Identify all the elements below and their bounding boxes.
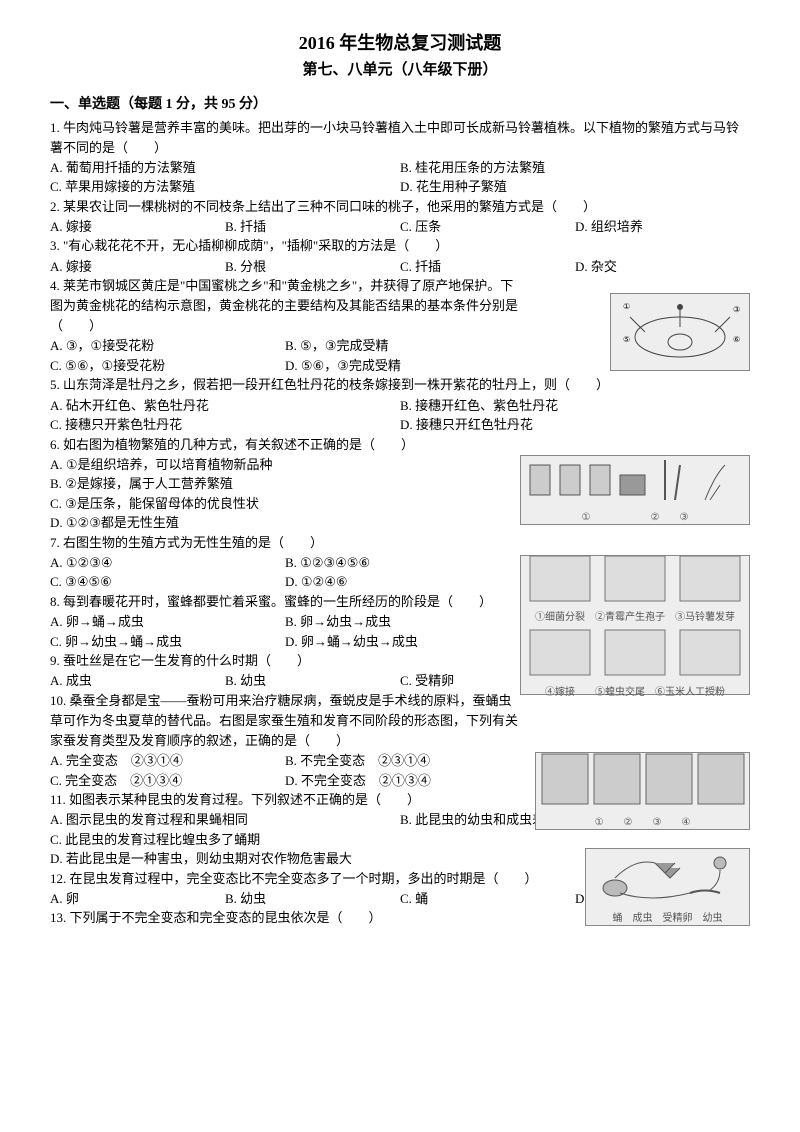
q3-options: A. 嫁接 B. 分根 C. 扦插 D. 杂交 [50, 257, 750, 277]
q2-opt-b: B. 扦插 [225, 217, 400, 237]
q1-stem: 1. 牛肉炖马铃薯是营养丰富的美味。把出芽的一小块马铃薯植入土中即可长成新马铃薯… [50, 118, 750, 158]
q3-opt-c: C. 扦插 [400, 257, 575, 277]
q2-opt-d: D. 组织培养 [575, 217, 750, 237]
q4-opt-b: B. ⑤，③完成受精 [285, 336, 520, 356]
q5-stem: 5. 山东菏泽是牡丹之乡，假若把一段开红色牡丹花的枝条嫁接到一株开紫花的牡丹上，… [50, 375, 750, 395]
q4-opt-c: C. ⑤⑥，①接受花粉 [50, 356, 285, 376]
q11-opt-c: C. 此昆虫的发育过程比蝗虫多了蛹期 [50, 830, 750, 850]
q2-options: A. 嫁接 B. 扦插 C. 压条 D. 组织培养 [50, 217, 750, 237]
q8-opt-d: D. 卵→蛹→幼虫→成虫 [285, 632, 520, 652]
q5-opt-a: A. 砧木开红色、紫色牡丹花 [50, 396, 400, 416]
svg-text:⑤: ⑤ [623, 335, 630, 344]
q10-opt-a: A. 完全变态 ②③①④ [50, 751, 285, 771]
q7-caption2: ④嫁接 ⑤蝗虫交尾 ⑥玉米人工授粉 [525, 685, 745, 700]
q2-opt-a: A. 嫁接 [50, 217, 225, 237]
q10-figure: ① ② ③ ④ [535, 752, 750, 830]
q10-options: A. 完全变态 ②③①④ B. 不完全变态 ②③①④ C. 完全变态 ②①③④ … [50, 751, 520, 790]
q1-opt-d: D. 花生用种子繁殖 [400, 177, 750, 197]
svg-text:①: ① [623, 302, 630, 311]
q2-opt-c: C. 压条 [400, 217, 575, 237]
q3-opt-a: A. 嫁接 [50, 257, 225, 277]
q1-opt-b: B. 桂花用压条的方法繁殖 [400, 158, 750, 178]
q7-options: A. ①②③④ B. ①②③④⑤⑥ C. ③④⑤⑥ D. ①②④⑥ [50, 553, 520, 592]
q3-opt-d: D. 杂交 [575, 257, 750, 277]
q6-opt-c: C. ③是压条，能保留母体的优良性状 [50, 494, 520, 514]
q6-caption: ① ② ③ [525, 510, 745, 525]
q5-opt-d: D. 接穗只开红色牡丹花 [400, 415, 750, 435]
q1-opt-c: C. 苹果用嫁接的方法繁殖 [50, 177, 400, 197]
section-header: 一、单选题（每题 1 分，共 95 分） [50, 94, 750, 115]
q5-options: A. 砧木开红色、紫色牡丹花 B. 接穗开红色、紫色牡丹花 C. 接穗只开紫色牡… [50, 396, 750, 435]
q8-options: A. 卵→蛹→成虫 B. 卵→幼虫→成虫 C. 卵→幼虫→蛹→成虫 D. 卵→蛹… [50, 612, 520, 651]
q8-opt-a: A. 卵→蛹→成虫 [50, 612, 285, 632]
q7-figure: ①细菌分裂 ②青霉产生孢子 ③马铃薯发芽 ④嫁接 ⑤蝗虫交尾 ⑥玉米人工授粉 [520, 555, 750, 695]
q12-opt-c: C. 蛹 [400, 889, 575, 909]
q9-opt-a: A. 成虫 [50, 671, 225, 691]
q5-opt-b: B. 接穗开红色、紫色牡丹花 [400, 396, 750, 416]
q11-stem: 11. 如图表示某种昆虫的发育过程。下列叙述不正确的是（ ） [50, 790, 520, 810]
q6-opt-b: B. ②是嫁接，属于人工营养繁殖 [50, 474, 520, 494]
q8-opt-b: B. 卵→幼虫→成虫 [285, 612, 520, 632]
q6-stem: 6. 如右图为植物繁殖的几种方式，有关叙述不正确的是（ ） [50, 435, 520, 455]
q7-caption1: ①细菌分裂 ②青霉产生孢子 ③马铃薯发芽 [525, 610, 745, 625]
q6-opt-a: A. ①是组织培养，可以培育植物新品种 [50, 455, 520, 475]
q3-opt-b: B. 分根 [225, 257, 400, 277]
q6-opt-d: D. ①②③都是无性生殖 [50, 513, 520, 533]
q4-opt-d: D. ⑤⑥，③完成受精 [285, 356, 520, 376]
q10-opt-d: D. 不完全变态 ②①③④ [285, 771, 520, 791]
q4-stem: 4. 莱芜市钢城区黄庄是"中国蜜桃之乡"和"黄金桃之乡"，并获得了原产地保护。下… [50, 276, 520, 336]
q7-stem: 7. 右图生物的生殖方式为无性生殖的是（ ） [50, 533, 520, 553]
page-title: 2016 年生物总复习测试题 [50, 30, 750, 57]
q2-stem: 2. 某果农让同一棵桃树的不同枝条上结出了三种不同口味的桃子，他采用的繁殖方式是… [50, 197, 750, 217]
q3-stem: 3. "有心栽花花不开，无心插柳柳成荫"，"插柳"采取的方法是（ ） [50, 236, 750, 256]
q8-opt-c: C. 卵→幼虫→蛹→成虫 [50, 632, 285, 652]
q1-options: A. 葡萄用扦插的方法繁殖 B. 桂花用压条的方法繁殖 C. 苹果用嫁接的方法繁… [50, 158, 750, 197]
q5-opt-c: C. 接穗只开紫色牡丹花 [50, 415, 400, 435]
q11-opt-a: A. 图示昆虫的发育过程和果蝇相同 [50, 810, 400, 830]
svg-text:⑥: ⑥ [733, 335, 740, 344]
q7-opt-c: C. ③④⑤⑥ [50, 572, 285, 592]
q11-caption: 蛹 成虫 受精卵 幼虫 [590, 911, 745, 926]
q9-opt-b: B. 幼虫 [225, 671, 400, 691]
page-subtitle: 第七、八单元（八年级下册） [50, 59, 750, 82]
q7-opt-d: D. ①②④⑥ [285, 572, 520, 592]
q10-opt-c: C. 完全变态 ②①③④ [50, 771, 285, 791]
q4-figure: ① ⑤ ③ ⑥ [610, 293, 750, 371]
q1-opt-a: A. 葡萄用扦插的方法繁殖 [50, 158, 400, 178]
q6-options: A. ①是组织培养，可以培育植物新品种 B. ②是嫁接，属于人工营养繁殖 C. … [50, 455, 520, 533]
q7-opt-a: A. ①②③④ [50, 553, 285, 573]
q12-opt-b: B. 幼虫 [225, 889, 400, 909]
q8-stem: 8. 每到春暖花开时，蜜蜂都要忙着采蜜。蜜蜂的一生所经历的阶段是（ ） [50, 592, 520, 612]
q4-opt-a: A. ③，①接受花粉 [50, 336, 285, 356]
svg-text:③: ③ [733, 305, 740, 314]
q10-stem: 10. 桑蚕全身都是宝——蚕粉可用来治疗糖尿病，蚕蜕皮是手术线的原料，蚕蛹虫草可… [50, 691, 520, 751]
q12-opt-a: A. 卵 [50, 889, 225, 909]
q4-options: A. ③，①接受花粉 B. ⑤，③完成受精 C. ⑤⑥，①接受花粉 D. ⑤⑥，… [50, 336, 520, 375]
q7-opt-b: B. ①②③④⑤⑥ [285, 553, 520, 573]
q11-figure: 蛹 成虫 受精卵 幼虫 [585, 848, 750, 926]
q10-caption: ① ② ③ ④ [540, 815, 745, 830]
q6-figure: ① ② ③ [520, 455, 750, 525]
q10-opt-b: B. 不完全变态 ②③①④ [285, 751, 520, 771]
